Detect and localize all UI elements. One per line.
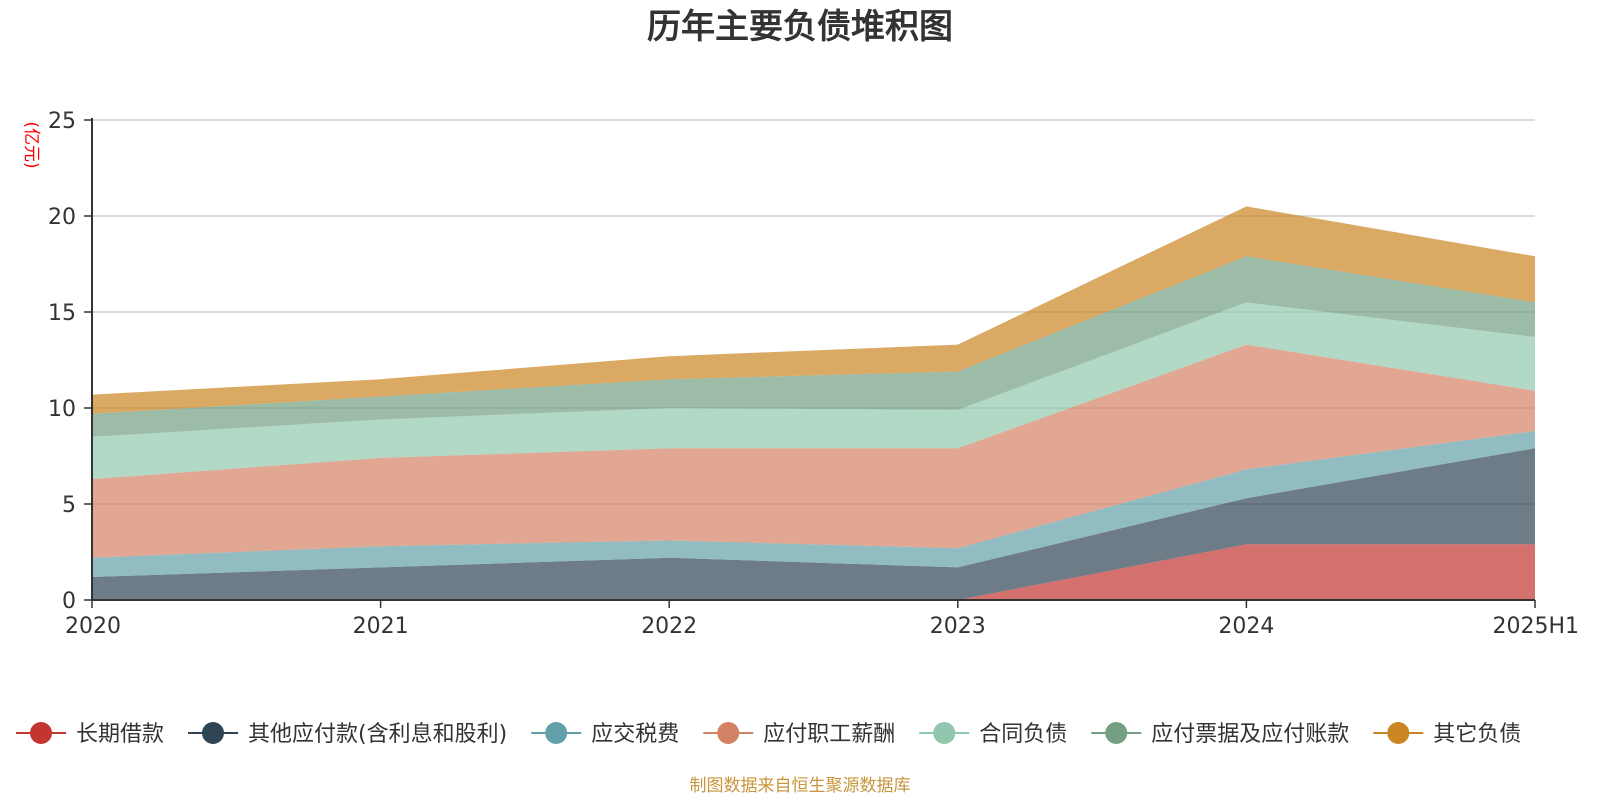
x-tick-label: 2020 <box>65 614 121 639</box>
legend-marker <box>202 722 225 744</box>
y-tick-label: 15 <box>48 301 76 326</box>
legend-label: 应交税费 <box>591 722 679 747</box>
area-series <box>92 256 1535 437</box>
legend-item[interactable]: 应交税费 <box>531 722 679 747</box>
legend-item[interactable]: 应付票据及应付账款 <box>1091 722 1349 747</box>
legend-marker <box>30 722 52 744</box>
y-tick-label: 0 <box>62 589 76 614</box>
legend-label: 应付票据及应付账款 <box>1151 722 1349 747</box>
area-series <box>92 448 1535 600</box>
unit-label: (亿元) <box>21 121 41 168</box>
x-tick-labels: 2020 2021 2022 2023 2024 2025H1 <box>65 614 1579 639</box>
area-series <box>92 206 1535 414</box>
legend-marker <box>933 722 956 744</box>
legend-item[interactable]: 其他应付款(含利息和股利) <box>188 722 507 747</box>
chart-title: 历年主要负债堆积图 <box>647 7 953 47</box>
legend: 长期借款 其他应付款(含利息和股利) 应交税费 应付职工薪酬 合同负债 应付票据及应付账款… <box>16 722 1521 747</box>
legend-marker <box>1105 722 1128 744</box>
legend-marker <box>717 722 740 744</box>
legend-marker <box>1387 722 1410 744</box>
area-series <box>92 344 1535 558</box>
area-series <box>92 544 1535 600</box>
legend-item[interactable]: 合同负债 <box>919 722 1067 747</box>
legend-label: 长期借款 <box>76 722 164 747</box>
axes <box>91 118 1536 608</box>
x-tick-label: 2023 <box>930 614 986 639</box>
legend-label: 应付职工薪酬 <box>763 722 895 747</box>
y-tick-labels: 0 5 10 15 20 25 <box>48 109 76 614</box>
x-tick-label: 2025H1 <box>1492 614 1579 639</box>
legend-item[interactable]: 其它负债 <box>1373 722 1521 747</box>
legend-marker <box>545 722 568 744</box>
legend-item[interactable]: 应付职工薪酬 <box>703 722 895 747</box>
legend-label: 合同负债 <box>979 722 1067 747</box>
area-series <box>92 431 1535 577</box>
y-tick-label: 5 <box>62 493 76 518</box>
x-tick-label: 2024 <box>1218 614 1274 639</box>
legend-label: 其他应付款(含利息和股利) <box>248 722 507 747</box>
y-tick-label: 10 <box>48 397 76 422</box>
legend-item[interactable]: 长期借款 <box>16 722 164 747</box>
y-tick-label: 20 <box>48 205 76 230</box>
y-tick-label: 25 <box>48 109 76 134</box>
area-series <box>92 302 1535 479</box>
legend-label: 其它负债 <box>1433 722 1521 747</box>
area-series-group <box>92 206 1535 600</box>
x-tick-label: 2021 <box>353 614 409 639</box>
data-source-note: 制图数据来自恒生聚源数据库 <box>690 776 911 796</box>
x-tick-label: 2022 <box>641 614 697 639</box>
